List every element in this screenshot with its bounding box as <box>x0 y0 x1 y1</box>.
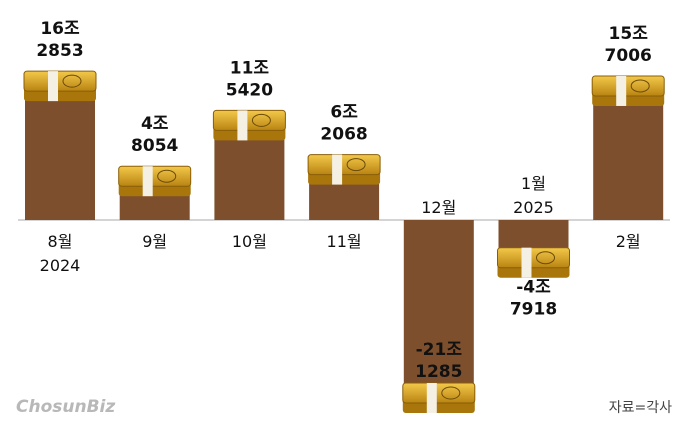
category-label: 2월 <box>616 232 641 251</box>
value-label-line: 4조 <box>141 114 169 134</box>
value-label: -21조 1285 <box>415 340 462 382</box>
category-label-line: 11월 <box>327 232 362 251</box>
value-label: 16조 2853 <box>36 19 83 61</box>
bar <box>25 85 95 221</box>
value-label: -4조 7918 <box>510 278 557 320</box>
money-portrait <box>441 386 461 400</box>
value-label-line: 1285 <box>415 362 462 382</box>
money-portrait <box>157 169 177 183</box>
value-label-line: 7918 <box>510 300 557 320</box>
money-icon <box>307 154 381 185</box>
category-label: 1월 2025 <box>513 174 554 217</box>
money-icon <box>23 70 97 102</box>
value-label-line: 15조 <box>609 24 649 44</box>
value-label: 4조 8054 <box>131 114 178 156</box>
money-top <box>23 70 97 92</box>
bar <box>593 89 664 221</box>
value-label: 15조 7006 <box>605 24 652 66</box>
money-band <box>142 166 153 197</box>
value-label-line: 7006 <box>605 46 652 66</box>
value-label-line: 5420 <box>226 80 273 100</box>
category-label-line: 1월 <box>521 174 546 193</box>
money-icon <box>591 75 665 106</box>
money-top <box>497 247 570 269</box>
category-label: 8월 2024 <box>40 232 81 275</box>
money-top <box>118 165 192 187</box>
value-label-line: 2068 <box>320 125 367 145</box>
money-icon <box>212 109 286 141</box>
category-label-line: 8월 <box>48 232 73 251</box>
logo: ChosunBiz <box>16 397 115 417</box>
money-top <box>307 154 381 176</box>
source: 자료=각사 <box>609 400 672 416</box>
plot: 16조 2853 8월 2024 4조 8054 9월 11조 5420 10월 6조 2068 11월… <box>23 19 665 413</box>
category-label: 11월 <box>327 232 362 251</box>
money-portrait <box>536 251 555 265</box>
money-band <box>616 75 627 106</box>
value-label-line: 16조 <box>40 19 80 39</box>
money-top <box>212 109 286 131</box>
value-label-line: 11조 <box>230 58 270 78</box>
money-band <box>521 247 532 278</box>
money-band <box>426 383 437 413</box>
money-icon <box>402 382 476 413</box>
money-band <box>48 71 58 102</box>
money-portrait <box>346 158 366 172</box>
category-label-line: 12월 <box>421 198 456 217</box>
value-label-line: -21조 <box>416 340 463 360</box>
value-label: 6조 2068 <box>320 103 367 145</box>
category-label-line: 2025 <box>513 198 554 217</box>
money-top <box>402 382 476 404</box>
category-label-line: 9월 <box>142 232 167 251</box>
bar <box>403 220 474 395</box>
money-top <box>591 75 665 97</box>
category-label: 9월 <box>142 232 167 251</box>
money-portrait <box>62 74 82 88</box>
money-icon <box>118 165 192 197</box>
money-portrait <box>630 79 650 93</box>
money-icon <box>497 247 570 278</box>
category-label-line: 2024 <box>40 256 81 275</box>
money-band <box>237 110 248 141</box>
value-label-line: -4조 <box>516 278 551 298</box>
category-label: 12월 <box>421 198 456 217</box>
money-portrait <box>251 113 271 127</box>
value-label-line: 8054 <box>131 136 178 156</box>
category-label-line: 10월 <box>232 232 267 251</box>
category-label: 10월 <box>232 232 267 251</box>
category-label-line: 2월 <box>616 232 641 251</box>
value-label-line: 2853 <box>36 41 83 61</box>
value-label-line: 6조 <box>330 103 358 123</box>
value-label: 11조 5420 <box>226 58 273 100</box>
money-band <box>332 154 343 185</box>
